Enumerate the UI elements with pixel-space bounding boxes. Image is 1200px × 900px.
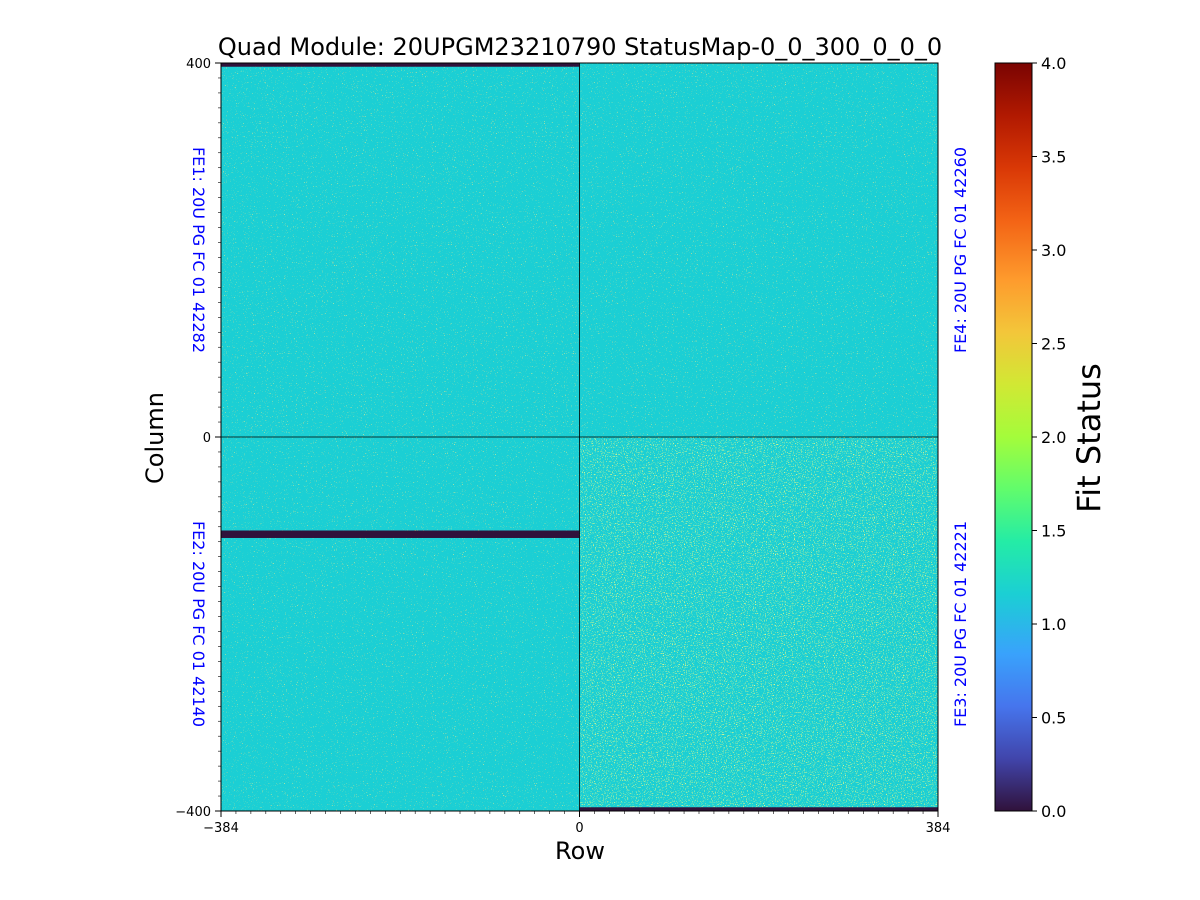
fe-label-bottom-left: FE2: 20U PG FC 01 42140 (189, 521, 208, 727)
fe-label-bottom-right: FE3: 20U PG FC 01 42221 (951, 521, 970, 727)
fe-label-top-right: FE4: 20U PG FC 01 42260 (951, 147, 970, 353)
quadrant-noise-high (221, 63, 580, 437)
quadrant-top-left: FE1: 20U PG FC 01 42282 (189, 63, 580, 437)
colorbar-tick-label: 4.0 (1041, 54, 1066, 73)
colorbar: 0.0 0.5 1.0 1.5 2.0 2.5 3.0 3.5 4.0 Fit Status (994, 54, 1108, 821)
x-tick-label: 0 (575, 821, 583, 836)
y-tick-label: 400 (186, 57, 211, 72)
colorbar-tick-label: 1.5 (1041, 522, 1066, 541)
colorbar-label: Fit Status (1070, 363, 1108, 513)
dead-row-band (221, 530, 580, 538)
quadrant-bottom-left: FE2: 20U PG FC 01 42140 (189, 437, 580, 811)
y-tick-label: 0 (203, 431, 211, 446)
chart-title: Quad Module: 20UPGM23210790 StatusMap-0_… (218, 33, 942, 61)
quadrant-bottom-right: FE3: 20U PG FC 01 42221 (579, 437, 970, 811)
colorbar-tick-label: 2.0 (1041, 428, 1066, 447)
colorbar-tick-label: 3.5 (1041, 148, 1066, 167)
y-axis-ticks: 400 0 −400 (175, 57, 221, 820)
quadrant-noise-high (579, 437, 938, 811)
y-tick-label: −400 (175, 805, 211, 820)
quadrant-top-right: FE4: 20U PG FC 01 42260 (579, 63, 970, 437)
quadrant-noise-high (221, 437, 580, 811)
fe-label-top-left: FE1: 20U PG FC 01 42282 (189, 147, 208, 353)
quadrant-noise-high (579, 63, 938, 437)
x-axis-ticks: −384 0 384 (203, 811, 950, 836)
colorbar-tick-label: 0.0 (1041, 802, 1066, 821)
colorbar-tick-label: 2.5 (1041, 335, 1066, 354)
colorbar-tick-label: 3.0 (1041, 241, 1066, 260)
y-axis-label: Column (141, 392, 169, 484)
dead-row-band (221, 63, 580, 67)
x-tick-label: −384 (203, 821, 239, 836)
colorbar-tick-label: 0.5 (1041, 709, 1066, 728)
x-axis-label: Row (555, 837, 605, 865)
x-tick-label: 384 (926, 821, 951, 836)
colorbar-tick-label: 1.0 (1041, 615, 1066, 634)
colorbar-gradient (994, 62, 1033, 812)
dead-row-band (579, 807, 938, 811)
heatmap-quadrants: FE1: 20U PG FC 01 42282 FE4: 20U PG FC 01… (189, 62, 970, 812)
colorbar-ticks: 0.0 0.5 1.0 1.5 2.0 2.5 3.0 3.5 4.0 (1032, 54, 1066, 821)
